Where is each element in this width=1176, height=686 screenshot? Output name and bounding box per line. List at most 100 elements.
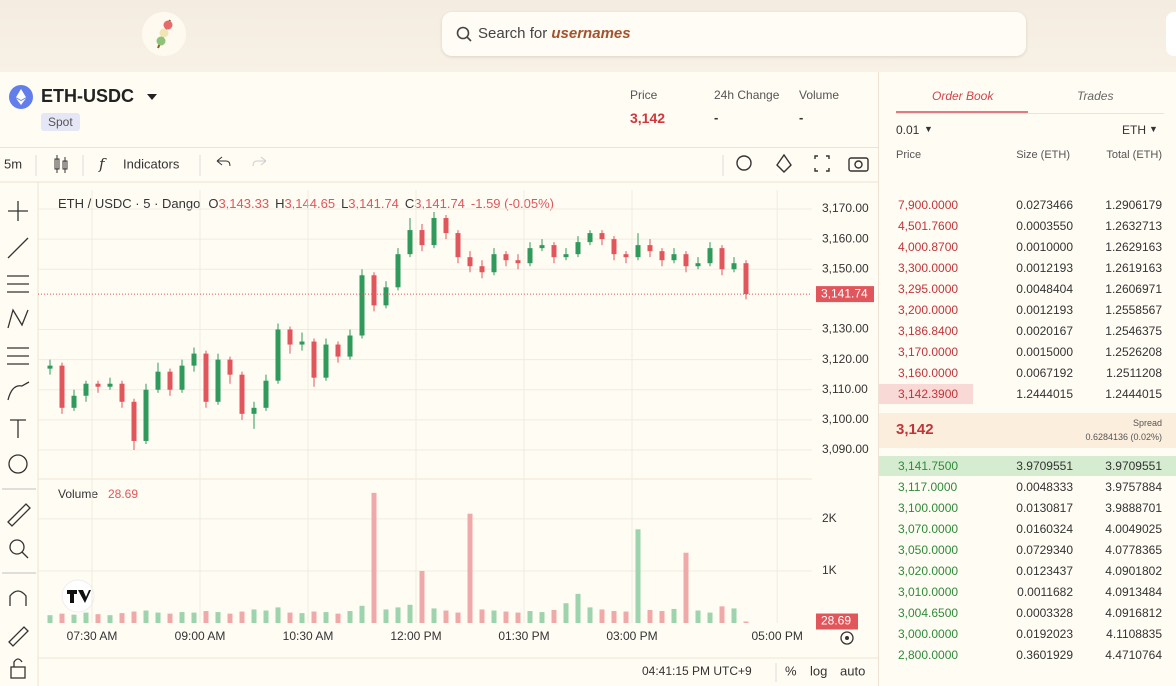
total: 4.0049025: [1105, 522, 1162, 536]
legend-value: 3,141.74: [414, 196, 465, 211]
volume-bar: [527, 611, 533, 623]
side-button[interactable]: [1166, 12, 1176, 56]
volume-bar: [563, 603, 569, 623]
percent-toggle[interactable]: %: [785, 663, 797, 678]
col-price: Price: [896, 149, 922, 161]
text-tool[interactable]: [10, 419, 26, 438]
snapshot-icon[interactable]: [848, 157, 869, 172]
ask-row: 3,200.0000 0.0012193 1.2558567: [879, 300, 1176, 320]
total: 4.0778365: [1105, 543, 1162, 557]
line-tool[interactable]: [7, 237, 29, 259]
total: 4.0916812: [1105, 606, 1162, 620]
price: 3,000.0000: [898, 627, 959, 641]
pair-dropdown[interactable]: [146, 92, 158, 102]
tab-trades[interactable]: Trades: [1077, 89, 1114, 103]
volume-bar: [323, 612, 329, 623]
size: 0.3601929: [1016, 648, 1073, 662]
price: 3,186.8400: [898, 324, 959, 338]
last-price-label: 3,141.74: [821, 286, 868, 300]
zoom-tool[interactable]: [9, 539, 25, 555]
volume-bar: [539, 612, 545, 623]
undo[interactable]: [216, 156, 231, 167]
asset[interactable]: ETH: [1122, 123, 1146, 137]
alert-icon[interactable]: [736, 155, 752, 171]
volume-bar: [143, 610, 149, 623]
volume-bar: [407, 604, 413, 623]
legend-change: -1.59 (-0.05%): [471, 196, 554, 211]
volume-bar: [119, 613, 125, 623]
magnet-tool[interactable]: [9, 590, 27, 606]
emoji-tool[interactable]: [8, 454, 28, 474]
volume-label: Volume: [799, 88, 840, 102]
tab-order-book[interactable]: Order Book: [932, 89, 994, 103]
indicators[interactable]: Indicators: [123, 156, 180, 171]
interval[interactable]: 5m: [4, 156, 22, 171]
candle-type-icon[interactable]: [54, 155, 68, 173]
fib-tool[interactable]: [7, 347, 29, 365]
auto-toggle[interactable]: auto: [840, 663, 865, 678]
candle-body: [299, 341, 305, 345]
tick-size[interactable]: 0.01: [896, 123, 920, 137]
channel-tool[interactable]: [7, 275, 29, 293]
bid-row: 3,004.6500 0.0003328 4.0916812: [879, 603, 1176, 623]
x-tick-label: 01:30 PM: [498, 629, 549, 643]
logo[interactable]: [142, 12, 186, 56]
redo[interactable]: [252, 156, 267, 167]
volume-bar: [347, 611, 353, 623]
size: 0.0729340: [1016, 543, 1073, 557]
y-tick-label: 3,160.00: [822, 231, 869, 245]
pencil-tool[interactable]: [8, 626, 29, 647]
candle-body: [575, 242, 581, 255]
search-box[interactable]: Search for usernames: [442, 12, 1026, 56]
volume-bar: [443, 610, 449, 623]
ask-row: 3,142.3900 1.2444015 1.2444015: [879, 384, 1176, 404]
crosshair-tool[interactable]: [8, 201, 28, 221]
volume-bar: [575, 593, 581, 623]
fullscreen-icon[interactable]: [814, 155, 830, 172]
candle-body: [203, 353, 209, 402]
lock-tool[interactable]: [10, 666, 26, 679]
ruler-tool[interactable]: [7, 503, 31, 527]
candle-body: [587, 233, 593, 243]
y-tick-label: 3,110.00: [822, 382, 868, 396]
candle-body: [539, 245, 545, 249]
candle-body: [695, 263, 701, 267]
pattern-tool[interactable]: [7, 308, 29, 329]
volume-bar: [395, 607, 401, 623]
candle-body: [431, 218, 437, 246]
size: 1.2444015: [1016, 387, 1073, 401]
volume-bar: [179, 612, 185, 623]
volume-bar: [227, 613, 233, 623]
volume-bar: [419, 570, 425, 623]
candle-body: [263, 380, 269, 408]
volume-bar: [311, 611, 317, 623]
total: 1.2444015: [1105, 387, 1162, 401]
candle-body: [335, 344, 341, 357]
volume-bar: [203, 611, 209, 623]
ask-row: 3,300.0000 0.0012193 1.2619163: [879, 258, 1176, 278]
candle-body: [215, 359, 221, 402]
candle-body: [119, 383, 125, 402]
ask-row: 7,900.0000 0.0273466 1.2906179: [879, 195, 1176, 215]
candle-body: [419, 230, 425, 246]
ask-row: 4,000.8700 0.0010000 1.2629163: [879, 237, 1176, 257]
log-toggle[interactable]: log: [810, 663, 827, 678]
candle-body: [503, 254, 509, 261]
settings-icon[interactable]: [776, 153, 792, 173]
col-size: Size (ETH): [1016, 149, 1070, 161]
total: 1.2606971: [1105, 282, 1162, 296]
order-book: Order Book Trades 0.01 ▼ ETH ▼ Price Size (ETH)…: [878, 72, 1176, 686]
pair[interactable]: ETH-USDC: [41, 86, 134, 106]
settings-gear[interactable]: [840, 631, 854, 645]
candle-body: [383, 287, 389, 306]
legend-value: 3,144.65: [284, 196, 335, 211]
fx-icon[interactable]: f: [98, 155, 107, 173]
tv-logo[interactable]: [61, 579, 95, 613]
volume-bar: [299, 613, 305, 623]
candle-body: [683, 254, 689, 267]
volume-tick-label: 1K: [822, 563, 837, 577]
brush-tool[interactable]: [7, 381, 30, 401]
candle-body: [227, 359, 233, 375]
legend-value: 3,143.33: [218, 196, 269, 211]
volume-bar: [383, 609, 389, 623]
